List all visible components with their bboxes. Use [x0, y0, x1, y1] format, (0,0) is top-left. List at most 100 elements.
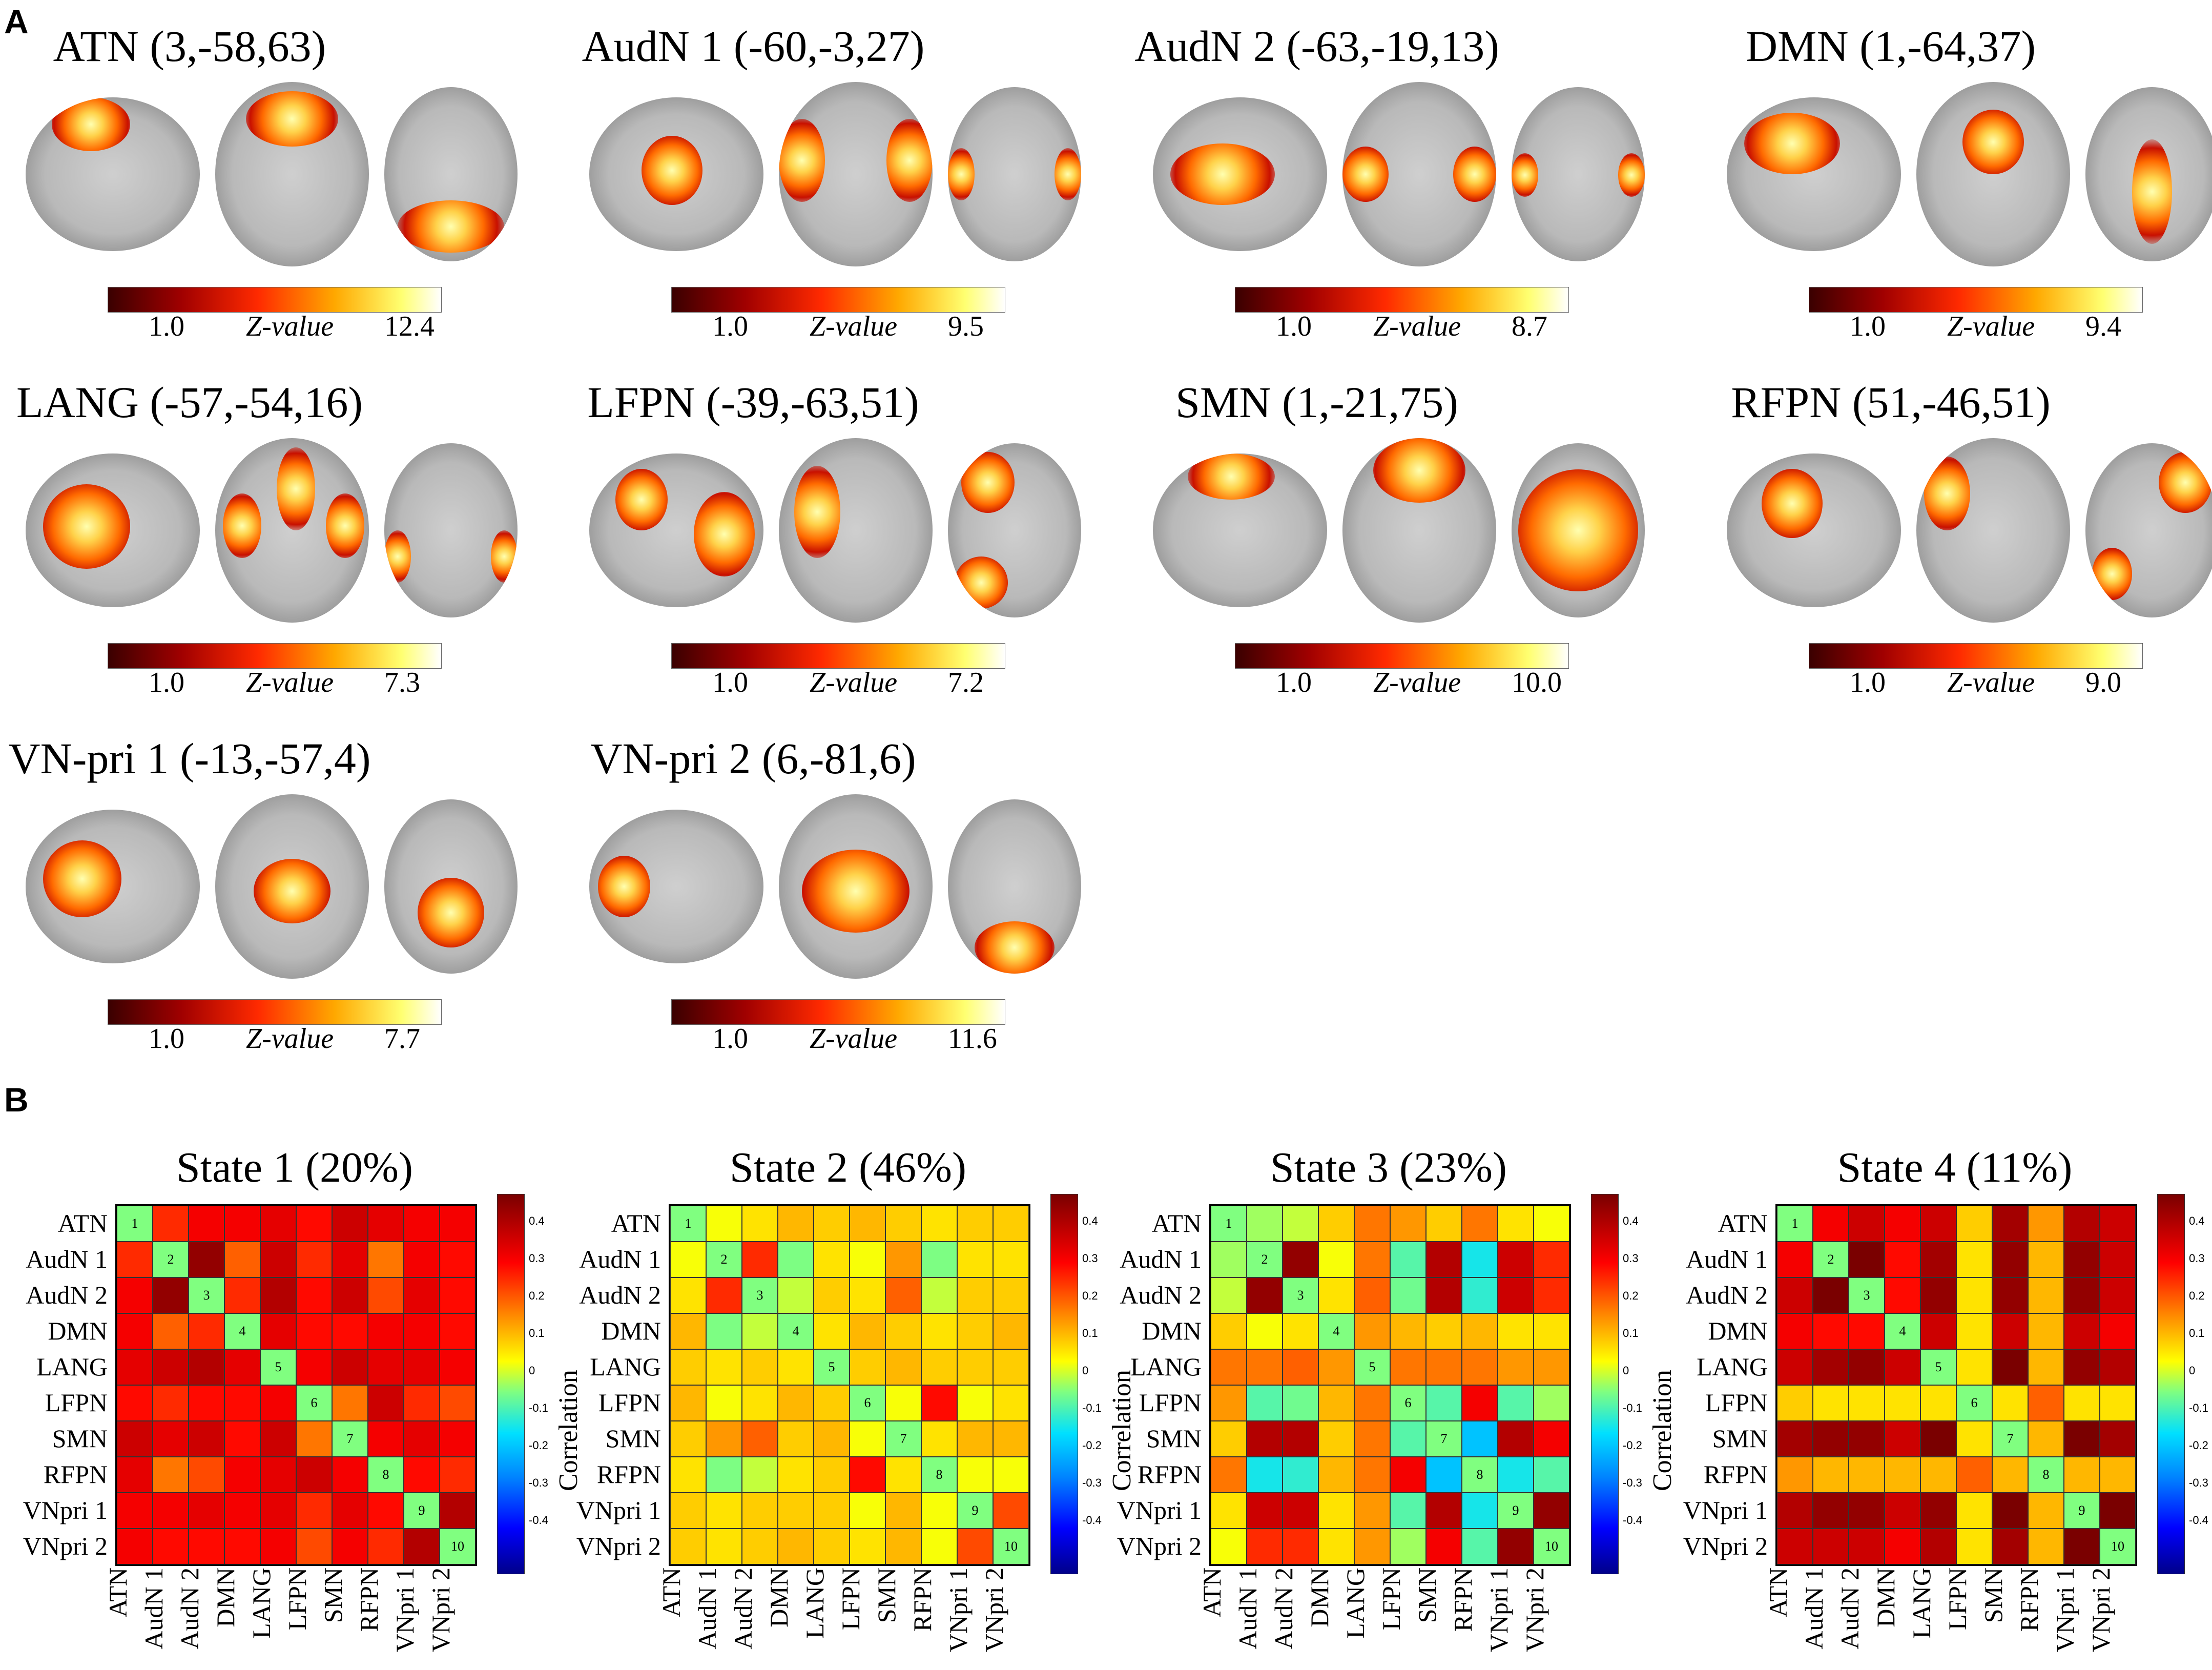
diagonal-cell: 6 [1956, 1385, 1992, 1421]
correlation-matrix: 1 2 3 4 5 6 7 8 9 10 [669, 1204, 1030, 1566]
matrix-cell [404, 1457, 440, 1493]
matrix-cell [993, 1349, 1029, 1385]
panel-a-label: A [4, 3, 29, 40]
matrix-cell [1211, 1242, 1247, 1277]
column-label: AudN 2 [1835, 1568, 1864, 1650]
colorbar-tick: -0.1 [1082, 1401, 1102, 1414]
activation-blob [955, 556, 1008, 609]
matrix-cell [1920, 1206, 1956, 1242]
diagonal-cell: 9 [957, 1493, 993, 1529]
row-label: RFPN [1703, 1460, 1768, 1489]
coronal-brain-slice [215, 438, 369, 623]
coronal-brain-slice [779, 794, 933, 979]
activation-blob [254, 859, 330, 923]
matrix-cell [1211, 1457, 1247, 1493]
matrix-cell [153, 1493, 189, 1529]
matrix-cell [153, 1385, 189, 1421]
matrix-cell [1920, 1457, 1956, 1493]
coronal-brain-slice [1342, 82, 1496, 266]
colorbar-min: 1.0 [1276, 667, 1312, 698]
colorbar-max: 9.5 [948, 311, 984, 342]
matrix-cell [2064, 1457, 2100, 1493]
network-title: RFPN (51,-46,51) [1731, 378, 2051, 427]
matrix-cell [1462, 1385, 1498, 1421]
brain-views [1153, 438, 1645, 623]
column-label: ATN [1197, 1568, 1226, 1618]
matrix-cell [1992, 1457, 2028, 1493]
activation-blob [277, 447, 315, 530]
matrix-cell [332, 1349, 368, 1385]
row-label: AudN 1 [1686, 1245, 1768, 1273]
matrix-cell [1462, 1529, 1498, 1564]
matrix-cell [1283, 1385, 1318, 1421]
column-label: VNpri 2 [1520, 1568, 1549, 1653]
activation-blob [1762, 469, 1823, 538]
matrix-cell [778, 1242, 814, 1277]
colorbar-tick: -0.4 [529, 1514, 548, 1527]
matrix-cell [224, 1421, 260, 1457]
activation-blob [802, 850, 909, 933]
colorbar-label: Z-value [810, 1023, 898, 1055]
coronal-brain-slice [779, 82, 933, 266]
matrix-cell [1354, 1493, 1390, 1529]
matrix-cell [850, 1493, 885, 1529]
activation-blob [975, 921, 1055, 974]
matrix-cell [706, 1493, 742, 1529]
matrix-cell [1534, 1385, 1569, 1421]
matrix-cell [260, 1385, 296, 1421]
diagonal-cell: 2 [153, 1242, 189, 1277]
correlation-colorbar [1050, 1194, 1078, 1574]
matrix-cell [404, 1277, 440, 1313]
diagonal-cell: 7 [1992, 1421, 2028, 1457]
matrix-cell [1283, 1206, 1318, 1242]
colorbar-tick: -0.4 [1623, 1514, 1642, 1527]
colorbar-label: Z-value [1947, 667, 2035, 698]
matrix-cell [1426, 1457, 1462, 1493]
colorbar-label: Z-value [246, 1023, 334, 1055]
diagonal-cell: 4 [1885, 1313, 1920, 1349]
column-label: VNpri 2 [426, 1568, 455, 1653]
state-title: State 1 (20%) [176, 1144, 413, 1191]
matrix-cell [296, 1421, 332, 1457]
colorbar-tick: 0 [529, 1364, 535, 1377]
matrix-cell [742, 1493, 778, 1529]
matrix-cell [814, 1493, 850, 1529]
matrix-cell [368, 1529, 404, 1564]
matrix-cell [1426, 1349, 1462, 1385]
matrix-cell [2100, 1277, 2136, 1313]
matrix-cell [921, 1349, 957, 1385]
matrix-cell [1390, 1206, 1426, 1242]
matrix-cell [1813, 1277, 1849, 1313]
matrix-cell [885, 1457, 921, 1493]
colorbar-tick: 0.1 [1623, 1327, 1639, 1339]
brain-views [1727, 438, 2212, 623]
colorbar-tick: 0.2 [1623, 1289, 1639, 1302]
matrix-cell [404, 1242, 440, 1277]
activation-blob [1518, 469, 1638, 591]
matrix-cell [1920, 1385, 1956, 1421]
network-title: VN-pri 1 (-13,-57,4) [8, 734, 371, 783]
correlation-matrix: 1 2 3 4 5 6 7 8 9 10 [115, 1204, 477, 1566]
matrix-cell [814, 1206, 850, 1242]
activation-blob [694, 492, 755, 576]
matrix-cell [1354, 1529, 1390, 1564]
matrix-cell [440, 1421, 476, 1457]
row-label: LFPN [1139, 1388, 1202, 1417]
matrix-cell [1534, 1277, 1569, 1313]
matrix-cell [404, 1385, 440, 1421]
matrix-cell [1534, 1242, 1569, 1277]
column-label: VNpri 2 [980, 1568, 1008, 1653]
matrix-cell [1813, 1206, 1849, 1242]
matrix-cell [1813, 1529, 1849, 1564]
matrix-cell [1318, 1457, 1354, 1493]
colorbar-max: 9.4 [2085, 311, 2121, 342]
column-label: VNpri 2 [2086, 1568, 2115, 1653]
matrix-cell [2100, 1206, 2136, 1242]
matrix-cell [260, 1313, 296, 1349]
matrix-cell [1777, 1349, 1813, 1385]
matrix-cell [885, 1313, 921, 1349]
row-label: AudN 2 [1120, 1281, 1202, 1309]
matrix-cell [1992, 1493, 2028, 1529]
diagonal-cell: 9 [404, 1493, 440, 1529]
colorbar-tick: -0.3 [1623, 1476, 1642, 1489]
